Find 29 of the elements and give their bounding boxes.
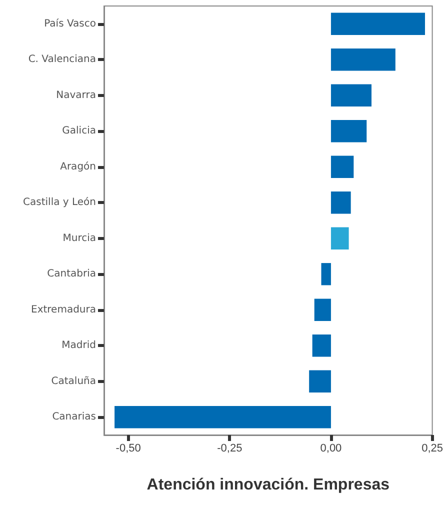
y-tick-label: País Vasco xyxy=(44,18,96,30)
y-tick-label: Madrid xyxy=(62,340,96,352)
bar xyxy=(330,192,351,214)
y-tick-label: Murcia xyxy=(62,232,96,244)
bar xyxy=(314,298,331,321)
bar xyxy=(321,263,331,286)
y-tick-label: Galicia xyxy=(62,126,96,137)
y-tick-label: Navarra xyxy=(56,90,96,101)
x-tick-label: 0,25 xyxy=(422,442,444,454)
x-axis-title: Atención innovación. Empresas xyxy=(146,476,390,494)
y-tick-label: Cataluña xyxy=(51,376,96,387)
y-tick-label: C. Valenciana xyxy=(28,54,96,66)
y-tick-label: Castilla y León xyxy=(23,197,96,208)
bar xyxy=(330,120,367,142)
bar xyxy=(312,334,331,357)
bar xyxy=(330,48,396,71)
x-tick-label: -0,50 xyxy=(116,442,141,454)
y-tick-label: Canarias xyxy=(52,412,96,423)
bar xyxy=(330,84,372,106)
y-tick-label: Cantabria xyxy=(47,268,96,280)
bar xyxy=(309,370,331,392)
y-tick-label: Extremadura xyxy=(31,304,96,316)
bar xyxy=(330,156,354,178)
bar xyxy=(330,227,349,250)
x-tick-label: 0,00 xyxy=(320,442,342,454)
x-tick-label: -0,25 xyxy=(217,442,242,454)
bar xyxy=(330,12,425,35)
y-tick-label: Aragón xyxy=(60,161,96,172)
bar xyxy=(114,406,331,428)
